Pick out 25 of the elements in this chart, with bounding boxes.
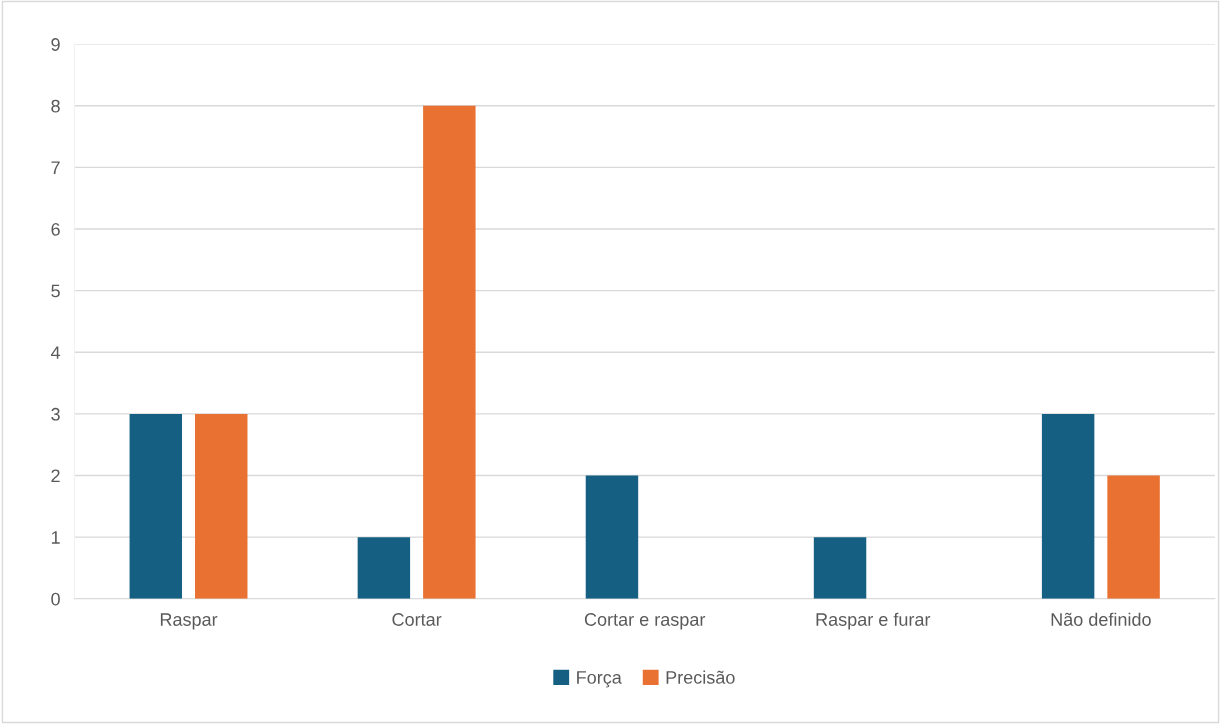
x-tick-label: Cortar xyxy=(392,613,442,626)
bar xyxy=(813,537,867,599)
bar xyxy=(357,537,411,599)
legend-label: Força xyxy=(577,671,622,688)
bar xyxy=(195,413,248,599)
bar xyxy=(129,413,183,599)
y-tick-label: 7 xyxy=(51,161,60,174)
x-tick-label: Não definido xyxy=(1051,612,1151,626)
y-tick-label: 8 xyxy=(51,99,60,113)
y-tick-label: 2 xyxy=(51,469,60,483)
x-tick-label: Raspar e furar xyxy=(816,612,931,630)
x-tick-label: Cortar e raspar xyxy=(584,613,706,630)
y-tick-label: 9 xyxy=(51,38,60,51)
y-tick-label: 0 xyxy=(51,592,60,606)
y-tick-label: 6 xyxy=(51,222,60,236)
y-tick-label: 5 xyxy=(51,284,60,298)
bar xyxy=(1041,413,1095,599)
y-tick-label: 1 xyxy=(51,531,60,544)
y-tick-label: 3 xyxy=(51,407,60,421)
y-tick-label: 4 xyxy=(50,346,61,359)
bar xyxy=(585,475,639,599)
bar xyxy=(1107,475,1160,599)
legend-label: Precisão xyxy=(666,670,735,684)
x-tick-label: Raspar xyxy=(160,613,218,630)
bar xyxy=(423,105,476,599)
